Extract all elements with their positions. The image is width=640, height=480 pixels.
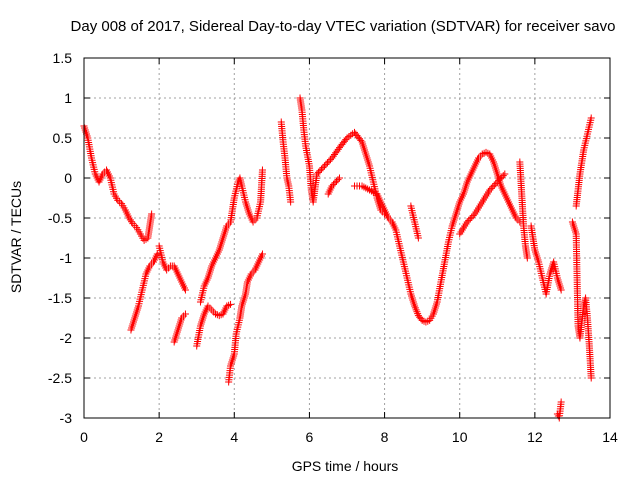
y-tick-label: -1.5 [48, 290, 72, 306]
x-tick-label: 14 [602, 429, 618, 445]
y-tick-label: -1 [60, 250, 73, 266]
y-tick-label: -3 [60, 410, 73, 426]
y-tick-label: -0.5 [48, 210, 72, 226]
data-point [422, 318, 430, 326]
data-point [153, 250, 161, 258]
data-point [523, 254, 531, 262]
data-point [148, 210, 156, 218]
y-tick-label: 0 [64, 170, 72, 186]
x-tick-label: 12 [527, 429, 543, 445]
data-point [320, 162, 328, 170]
data-point [466, 215, 474, 223]
data-point [496, 175, 504, 183]
data-point [331, 179, 339, 187]
x-axis-ticks: 0 2 4 6 8 10 12 14 [80, 58, 618, 445]
data-point [342, 136, 350, 144]
data-point [181, 310, 189, 318]
x-tick-label: 4 [230, 429, 238, 445]
data-point [334, 176, 342, 184]
data-point [463, 218, 471, 226]
chart-title: Day 008 of 2017, Sidereal Day-to-day VTE… [71, 18, 616, 35]
data-point [332, 177, 340, 185]
data-point [587, 114, 595, 122]
data-point [493, 178, 501, 186]
data-point [487, 184, 495, 192]
x-tick-label: 6 [306, 429, 314, 445]
data-point [495, 176, 503, 184]
data-point [469, 212, 477, 220]
data-point [314, 168, 322, 176]
data-point [317, 165, 325, 173]
data-point [325, 157, 333, 165]
data-point [357, 136, 365, 144]
y-tick-label: 1 [64, 90, 72, 106]
data-point [414, 234, 422, 242]
data-point [587, 374, 595, 382]
data-point [557, 286, 565, 294]
data-point [227, 300, 235, 308]
data-point [313, 170, 321, 178]
data-point [181, 286, 189, 294]
y-tick-label: -2 [60, 330, 73, 346]
data-point [322, 160, 330, 168]
x-tick-label: 0 [80, 429, 88, 445]
data-point [335, 174, 343, 182]
data-point [319, 164, 327, 172]
y-tick-label: 0.5 [53, 130, 73, 146]
data-point [258, 250, 266, 258]
data-point [329, 180, 337, 188]
y-axis-label: SDTVAR / TECUs [8, 181, 24, 293]
data-point [557, 398, 565, 406]
data-point [498, 173, 506, 181]
x-axis-label: GPS time / hours [292, 458, 399, 474]
x-tick-label: 10 [452, 429, 468, 445]
y-axis-ticks: -3 -2.5 -2 -1.5 -1 -0.5 0 0.5 1 1.5 [48, 50, 610, 426]
data-point [328, 182, 336, 190]
data-point [468, 213, 476, 221]
x-tick-label: 2 [155, 429, 163, 445]
data-point [215, 312, 223, 320]
plot-frame [83, 57, 611, 419]
x-tick-label: 8 [381, 429, 389, 445]
data-point [482, 148, 490, 156]
data-point [116, 198, 124, 206]
data-point [465, 216, 473, 224]
y-tick-label: -2.5 [48, 370, 72, 386]
data-points [80, 94, 595, 422]
data-point [499, 172, 507, 180]
data-point [287, 198, 295, 206]
data-point [316, 167, 324, 175]
data-point [501, 170, 509, 178]
data-point [486, 186, 494, 194]
data-point [490, 181, 498, 189]
data-point [323, 159, 331, 167]
data-point [492, 180, 500, 188]
grid [84, 58, 610, 418]
y-tick-label: 1.5 [53, 50, 73, 66]
data-point [489, 183, 497, 191]
data-point [258, 166, 266, 174]
